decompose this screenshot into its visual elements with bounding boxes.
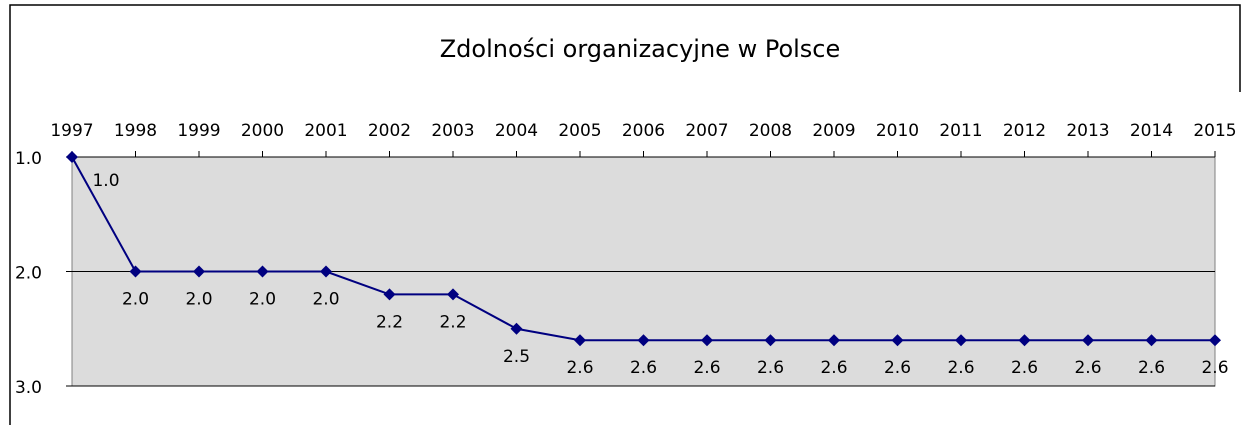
frame (9, 4, 1241, 425)
marker (955, 334, 967, 347)
x-tick-label: 1997 (50, 121, 93, 141)
marker (1082, 334, 1094, 347)
data-label: 2.6 (757, 358, 784, 378)
marker (828, 334, 840, 347)
data-label: 2.2 (376, 312, 403, 332)
x-tick-label: 2014 (1130, 121, 1173, 141)
x-tick-label: 2003 (431, 121, 474, 141)
marker (1209, 334, 1221, 347)
data-label: 2.6 (566, 358, 593, 378)
x-tick-label: 2007 (685, 121, 728, 141)
marker (193, 265, 205, 278)
marker (256, 265, 269, 278)
data-label: 2.5 (503, 347, 530, 367)
data-label: 2.6 (693, 358, 720, 378)
marker (129, 265, 142, 278)
data-label: 2.0 (312, 290, 339, 310)
marker (574, 334, 586, 347)
marker (701, 334, 713, 347)
data-label: 2.6 (1011, 358, 1038, 378)
data-label: 2.0 (122, 290, 149, 310)
x-tick-label: 2000 (241, 121, 284, 141)
data-label: 2.6 (1074, 358, 1101, 378)
y-tick-label: 3.0 (15, 378, 42, 398)
marker (510, 322, 523, 335)
x-tick-label: 2009 (812, 121, 855, 141)
x-tick-label: 2005 (558, 121, 601, 141)
x-tick-label: 2010 (876, 121, 919, 141)
marker (447, 288, 459, 301)
data-label: 2.0 (185, 290, 212, 310)
data-label: 2.6 (630, 358, 657, 378)
data-label: 2.2 (439, 312, 466, 332)
marker (764, 334, 777, 347)
x-tick-label: 2008 (749, 121, 792, 141)
y-tick-label: 1.0 (15, 149, 42, 169)
x-tick-label: 2011 (939, 121, 982, 141)
data-label: 2.6 (820, 358, 847, 378)
x-tick-label: 1999 (177, 121, 220, 141)
x-tick-label: 2013 (1066, 121, 1109, 141)
marker (1018, 334, 1031, 347)
x-tick-label: 2006 (622, 121, 665, 141)
marker (383, 288, 396, 301)
x-tick-label: 2001 (304, 121, 347, 141)
chart-title: Zdolności organizacyjne w Polsce (440, 35, 841, 63)
y-tick-label: 2.0 (15, 264, 42, 284)
data-label: 2.6 (884, 358, 911, 378)
x-tick-label: 2012 (1003, 121, 1046, 141)
marker (1145, 334, 1158, 347)
data-label: 2.6 (1201, 358, 1228, 378)
data-label: 2.6 (947, 358, 974, 378)
data-label: 1.0 (92, 171, 119, 191)
data-label: 2.0 (249, 290, 276, 310)
x-tick-label: 2015 (1193, 121, 1236, 141)
marker (66, 151, 78, 163)
marker (320, 265, 332, 278)
marker (637, 334, 650, 347)
x-tick-label: 1998 (114, 121, 157, 141)
data-label: 2.6 (1138, 358, 1165, 378)
x-tick-label: 2004 (495, 121, 538, 141)
x-tick-label: 2002 (368, 121, 411, 141)
marker (891, 334, 904, 347)
